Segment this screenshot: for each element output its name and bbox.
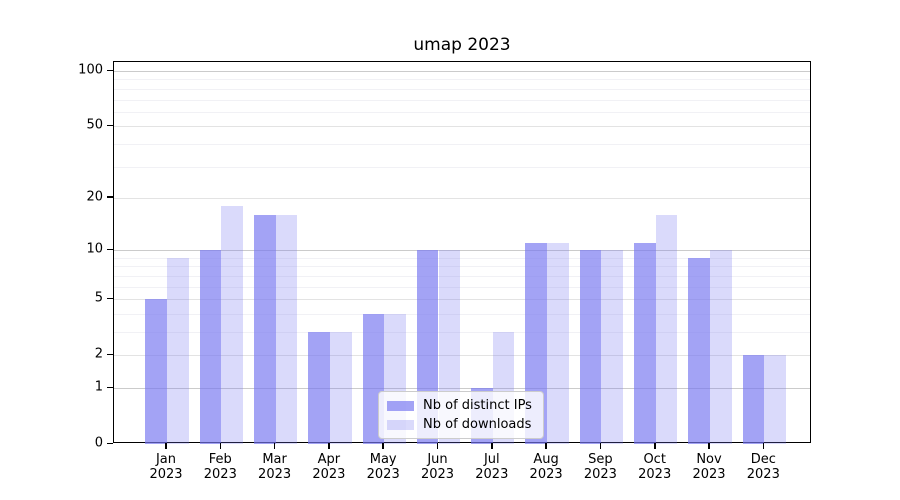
- bar-ips-nov: [688, 257, 710, 444]
- bar-ips-sep: [579, 250, 602, 444]
- bar-downloads-aug: [547, 243, 569, 444]
- x-tick-nov: [708, 443, 710, 449]
- gridline-90: [114, 79, 810, 81]
- plot-area: [113, 61, 811, 444]
- legend: Nb of distinct IPs Nb of downloads: [378, 391, 544, 439]
- gridline-80: [114, 88, 810, 90]
- x-tick-may: [382, 443, 384, 449]
- bar-downloads-feb: [221, 206, 243, 444]
- x-tick-label-sep: Sep 2023: [583, 452, 617, 482]
- bar-downloads-apr: [329, 332, 352, 444]
- x-tick-label-may: May 2023: [366, 452, 400, 482]
- y-tick-5: [107, 297, 113, 300]
- x-tick-label-apr: Apr 2023: [312, 452, 346, 482]
- y-tick-label-0: 0: [94, 435, 103, 451]
- gridline-2: [114, 355, 810, 357]
- bar-ips-mar: [253, 215, 276, 444]
- x-tick-jul: [491, 443, 493, 449]
- legend-entry-distinct-ips: Nb of distinct IPs: [387, 398, 534, 413]
- x-tick-label-feb: Feb 2023: [203, 452, 237, 482]
- y-tick-label-10: 10: [86, 241, 103, 257]
- x-tick-jan: [165, 443, 167, 449]
- gridline-6: [114, 286, 810, 288]
- gridline-100: [114, 71, 810, 72]
- bar-downloads-sep: [601, 250, 624, 444]
- gridline-3: [114, 332, 810, 333]
- x-tick-aug: [545, 443, 547, 449]
- bar-downloads-oct: [655, 215, 678, 444]
- y-tick-100: [107, 69, 113, 71]
- gridline-50: [114, 126, 810, 128]
- gridline-60: [114, 111, 810, 113]
- gridline-9: [114, 257, 810, 259]
- gridline-30: [114, 166, 810, 168]
- legend-label-downloads: Nb of downloads: [423, 417, 532, 432]
- bar-downloads-nov: [710, 250, 732, 444]
- x-tick-jun: [436, 443, 439, 449]
- x-tick-sep: [599, 443, 602, 449]
- bar-downloads-jan: [167, 257, 189, 444]
- x-tick-label-dec: Dec 2023: [746, 452, 780, 482]
- bar-ips-apr: [308, 332, 330, 444]
- y-tick-10: [107, 248, 113, 251]
- gridline-8: [114, 266, 810, 268]
- gridline-7: [114, 275, 810, 277]
- bar-downloads-dec: [764, 355, 786, 444]
- y-tick-label-100: 100: [78, 62, 103, 78]
- legend-entry-downloads: Nb of downloads: [387, 417, 534, 432]
- bar-downloads-mar: [275, 215, 298, 444]
- chart-title: umap 2023: [413, 35, 511, 55]
- y-tick-1: [107, 386, 113, 388]
- bar-ips-oct: [634, 243, 656, 444]
- y-tick-label-2: 2: [94, 346, 103, 362]
- legend-label-distinct-ips: Nb of distinct IPs: [423, 398, 532, 413]
- x-tick-apr: [328, 443, 330, 449]
- x-tick-label-nov: Nov 2023: [692, 452, 726, 482]
- y-tick-20: [107, 196, 113, 198]
- y-tick-2: [107, 353, 113, 356]
- x-tick-label-jul: Jul 2023: [475, 452, 509, 482]
- x-tick-label-jun: Jun 2023: [420, 452, 455, 482]
- gridline-10: [114, 250, 810, 252]
- x-tick-feb: [219, 443, 222, 449]
- x-tick-label-oct: Oct 2023: [638, 452, 672, 482]
- legend-swatch-downloads: [387, 419, 414, 430]
- bar-ips-jan: [145, 299, 167, 444]
- y-tick-label-20: 20: [86, 189, 103, 205]
- y-tick-label-5: 5: [94, 290, 103, 306]
- gridline-70: [114, 99, 810, 101]
- bar-ips-dec: [742, 355, 765, 444]
- gridline-40: [114, 143, 810, 145]
- x-tick-dec: [762, 443, 764, 449]
- legend-swatch-distinct-ips: [387, 400, 414, 411]
- gridline-1: [114, 388, 810, 389]
- x-tick-mar: [273, 443, 276, 449]
- y-tick-50: [107, 124, 113, 127]
- x-tick-label-jan: Jan 2023: [149, 452, 183, 482]
- gridline-4: [114, 313, 810, 315]
- y-tick-label-50: 50: [86, 117, 103, 133]
- x-tick-oct: [654, 443, 656, 449]
- y-tick-0: [107, 442, 113, 444]
- gridline-20: [114, 197, 810, 199]
- x-tick-label-aug: Aug 2023: [529, 452, 563, 482]
- gridline-5: [114, 299, 810, 301]
- x-tick-label-mar: Mar 2023: [258, 452, 292, 482]
- bar-ips-feb: [199, 250, 222, 444]
- y-tick-label-1: 1: [94, 379, 103, 395]
